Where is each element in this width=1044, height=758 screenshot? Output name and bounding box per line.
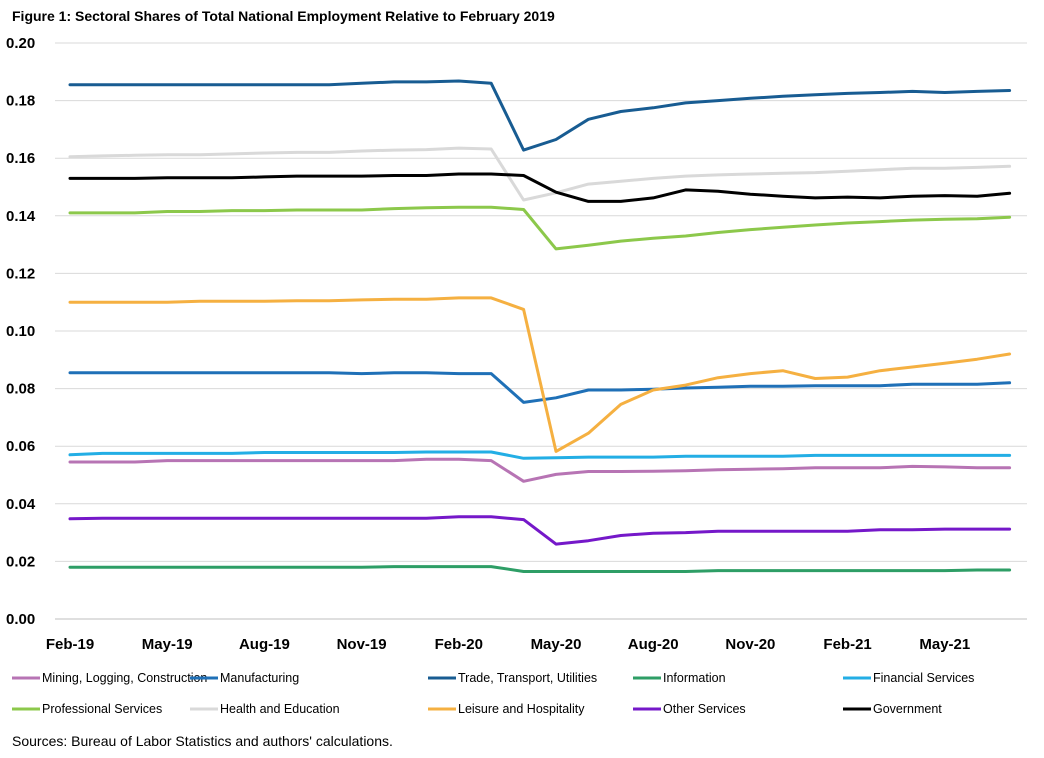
legend-label: Trade, Transport, Utilities xyxy=(458,671,597,685)
legend-item: Leisure and Hospitality xyxy=(428,702,585,716)
legend-label: Mining, Logging, Construction xyxy=(42,671,207,685)
y-tick-label: 0.08 xyxy=(6,381,35,398)
legend-label: Financial Services xyxy=(873,671,974,685)
legend-item: Manufacturing xyxy=(190,671,299,685)
x-tick-label: Feb-21 xyxy=(823,636,871,653)
x-tick-label: Nov-19 xyxy=(337,636,387,653)
legend-item: Other Services xyxy=(633,702,746,716)
x-tick-label: Feb-19 xyxy=(46,636,94,653)
y-tick-label: 0.18 xyxy=(6,93,35,110)
legend-item: Professional Services xyxy=(12,702,162,716)
y-tick-label: 0.16 xyxy=(6,150,35,167)
x-tick-label: Aug-19 xyxy=(239,636,290,653)
legend-item: Financial Services xyxy=(843,671,974,685)
y-tick-label: 0.06 xyxy=(6,438,35,455)
legend-label: Leisure and Hospitality xyxy=(458,702,585,716)
y-tick-label: 0.00 xyxy=(6,611,35,628)
legend-item: Trade, Transport, Utilities xyxy=(428,671,597,685)
x-tick-label: Aug-20 xyxy=(628,636,679,653)
legend-item: Mining, Logging, Construction xyxy=(12,671,207,685)
x-tick-label: Nov-20 xyxy=(725,636,775,653)
y-tick-label: 0.14 xyxy=(6,208,36,225)
y-tick-label: 0.10 xyxy=(6,323,35,340)
chart-title: Figure 1: Sectoral Shares of Total Natio… xyxy=(12,8,555,24)
y-tick-label: 0.04 xyxy=(6,496,36,513)
series-line-1 xyxy=(68,371,1012,404)
legend-label: Other Services xyxy=(663,702,746,716)
series-line-5 xyxy=(68,205,1012,251)
series-line-3 xyxy=(68,565,1012,573)
x-tick-label: May-19 xyxy=(142,636,193,653)
legend-item: Information xyxy=(633,671,726,685)
chart-source: Sources: Bureau of Labor Statistics and … xyxy=(12,733,393,749)
legend-label: Information xyxy=(663,671,726,685)
series-lines xyxy=(68,79,1012,573)
x-tick-label: Feb-20 xyxy=(435,636,483,653)
series-line-4 xyxy=(68,450,1012,460)
series-line-2 xyxy=(68,79,1012,152)
legend: Mining, Logging, Construction Manufacturi… xyxy=(12,671,974,716)
series-line-0 xyxy=(68,457,1012,483)
y-tick-label: 0.02 xyxy=(6,553,35,570)
legend-label: Health and Education xyxy=(220,702,340,716)
axes: 0.00 0.02 0.04 0.06 0.08 0.10 0.12 0.14 0.16 0.18… xyxy=(6,35,1027,653)
series-line-6 xyxy=(68,146,1012,202)
x-tick-label: May-21 xyxy=(919,636,970,653)
series-line-7 xyxy=(68,296,1012,453)
legend-label: Manufacturing xyxy=(220,671,299,685)
x-tick-label: May-20 xyxy=(531,636,582,653)
legend-label: Government xyxy=(873,702,942,716)
series-line-8 xyxy=(68,515,1012,546)
y-tick-label: 0.20 xyxy=(6,35,35,52)
y-tick-label: 0.12 xyxy=(6,265,35,282)
legend-item: Government xyxy=(843,702,942,716)
legend-label: Professional Services xyxy=(42,702,162,716)
series-line-9 xyxy=(68,172,1012,203)
legend-item: Health and Education xyxy=(190,702,340,716)
